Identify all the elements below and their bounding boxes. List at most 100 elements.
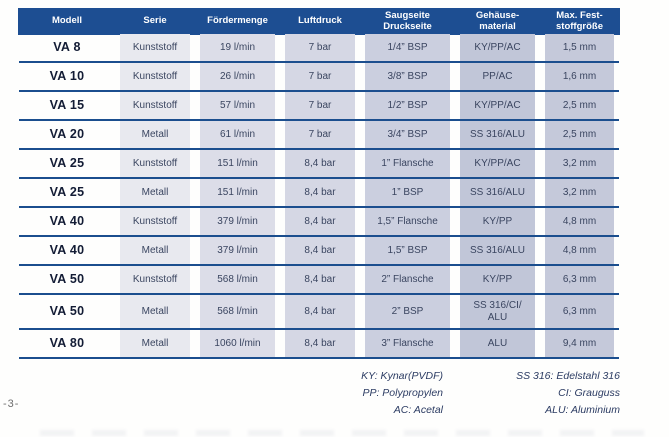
cell-luftdruck: 7 bar [280, 121, 360, 148]
cell-foerdermenge: 151 l/min [195, 150, 280, 177]
cell-material: KY/PP/AC [455, 92, 540, 119]
header-foerdermenge: Fördermenge [195, 9, 280, 34]
cell-foerdermenge: 379 l/min [195, 237, 280, 264]
cell-model: VA 50 [49, 304, 85, 319]
cell-anschluss: 3” Flansche [360, 330, 455, 357]
cell-serie: Kunststoff [115, 266, 195, 293]
cell-foerdermenge: 19 l/min [195, 34, 280, 61]
cell-luftdruck: 7 bar [280, 92, 360, 119]
cell-foerdermenge: 61 l/min [195, 121, 280, 148]
table-row: VA 50 Metall 568 l/min 8,4 bar 2” BSP SS… [19, 295, 619, 330]
cell-anschluss: 1,5” BSP [360, 237, 455, 264]
header-serie: Serie [115, 9, 195, 34]
cell-model: VA 8 [53, 40, 81, 55]
page-number: -3- [3, 398, 20, 410]
cell-feststoff: 6,3 mm [540, 266, 619, 293]
header-label: Max. Fest- [556, 10, 603, 22]
header-label: Gehäuse- [475, 10, 520, 22]
cell-material: SS 316/ALU [455, 237, 540, 264]
legend-entry: PP: Polypropylen [362, 387, 443, 399]
table-row: VA 50 Kunststoff 568 l/min 8,4 bar 2” Fl… [19, 266, 619, 295]
header-label: material [479, 20, 516, 32]
cell-serie: Metall [115, 330, 195, 357]
cell-material: SS 316/CI/ ALU [455, 295, 540, 328]
table-row: VA 80 Metall 1060 l/min 8,4 bar 3” Flans… [19, 330, 619, 359]
cell-model: VA 40 [49, 214, 85, 229]
header-modell: Modell [19, 9, 115, 34]
legend-entry: ALU: Aluminium [545, 404, 620, 416]
header-label: Modell [51, 15, 83, 27]
header-label: Luftdruck [298, 15, 342, 27]
cell-luftdruck: 8,4 bar [280, 295, 360, 328]
table-row: VA 8 Kunststoff 19 l/min 7 bar 1/4” BSP … [19, 34, 619, 63]
cell-anschluss: 2” Flansche [360, 266, 455, 293]
cell-model: VA 20 [49, 127, 85, 142]
cell-serie: Kunststoff [115, 34, 195, 61]
table-row: VA 15 Kunststoff 57 l/min 7 bar 1/2” BSP… [19, 92, 619, 121]
cell-foerdermenge: 568 l/min [195, 295, 280, 328]
cell-anschluss: 1/4” BSP [360, 34, 455, 61]
cell-material: KY/PP [455, 208, 540, 235]
cell-foerdermenge: 57 l/min [195, 92, 280, 119]
cell-material: SS 316/ALU [455, 179, 540, 206]
cell-foerdermenge: 568 l/min [195, 266, 280, 293]
header-label: stoffgröße [556, 20, 603, 32]
cell-model: VA 80 [49, 336, 85, 351]
cell-anschluss: 2” BSP [360, 295, 455, 328]
legend-entry: SS 316: Edelstahl 316 [516, 370, 620, 382]
cutoff-print-artifact [40, 430, 644, 436]
cell-foerdermenge: 151 l/min [195, 179, 280, 206]
table-row: VA 25 Kunststoff 151 l/min 8,4 bar 1” Fl… [19, 150, 619, 179]
cell-luftdruck: 8,4 bar [280, 150, 360, 177]
cell-serie: Metall [115, 121, 195, 148]
cell-feststoff: 3,2 mm [540, 150, 619, 177]
table-row: VA 20 Metall 61 l/min 7 bar 3/4” BSP SS … [19, 121, 619, 150]
header-saugseite-druckseite: Saugseite Druckseite [360, 9, 455, 34]
cell-model: VA 50 [49, 272, 85, 287]
cell-material: KY/PP/AC [455, 34, 540, 61]
table-row: VA 10 Kunststoff 26 l/min 7 bar 3/8” BSP… [19, 63, 619, 92]
cell-luftdruck: 7 bar [280, 34, 360, 61]
cell-material: SS 316/ALU [455, 121, 540, 148]
cell-model: VA 25 [49, 185, 85, 200]
cell-feststoff: 1,6 mm [540, 63, 619, 90]
table-header-row: Modell Serie Fördermenge Luftdruck Saugs… [19, 9, 619, 34]
cell-luftdruck: 8,4 bar [280, 266, 360, 293]
cell-luftdruck: 8,4 bar [280, 237, 360, 264]
legend-entry: AC: Acetal [393, 404, 443, 416]
cell-material: ALU [455, 330, 540, 357]
cell-foerdermenge: 26 l/min [195, 63, 280, 90]
cell-foerdermenge: 379 l/min [195, 208, 280, 235]
header-label: Saugseite [385, 10, 430, 22]
cell-feststoff: 1,5 mm [540, 34, 619, 61]
cell-anschluss: 1” BSP [360, 179, 455, 206]
cell-material: KY/PP [455, 266, 540, 293]
cell-anschluss: 3/8” BSP [360, 63, 455, 90]
cell-model: VA 10 [49, 69, 85, 84]
cell-serie: Metall [115, 179, 195, 206]
cell-luftdruck: 8,4 bar [280, 208, 360, 235]
cell-material: PP/AC [455, 63, 540, 90]
legend-entry: CI: Grauguss [558, 387, 620, 399]
cell-anschluss: 1,5” Flansche [360, 208, 455, 235]
cell-material: KY/PP/AC [455, 150, 540, 177]
header-max-feststoffgroesse: Max. Fest- stoffgröße [540, 9, 619, 34]
cell-anschluss: 1/2” BSP [360, 92, 455, 119]
cell-serie: Kunststoff [115, 92, 195, 119]
cell-serie: Metall [115, 295, 195, 328]
cell-feststoff: 4,8 mm [540, 208, 619, 235]
cell-feststoff: 2,5 mm [540, 121, 619, 148]
cell-feststoff: 6,3 mm [540, 295, 619, 328]
cell-feststoff: 4,8 mm [540, 237, 619, 264]
cell-serie: Metall [115, 237, 195, 264]
table-row: VA 40 Metall 379 l/min 8,4 bar 1,5” BSP … [19, 237, 619, 266]
cell-foerdermenge: 1060 l/min [195, 330, 280, 357]
legend-entry: KY: Kynar(PVDF) [361, 370, 443, 382]
cell-serie: Kunststoff [115, 208, 195, 235]
cell-serie: Kunststoff [115, 150, 195, 177]
cell-luftdruck: 8,4 bar [280, 179, 360, 206]
cell-model: VA 15 [49, 98, 85, 113]
cell-anschluss: 1” Flansche [360, 150, 455, 177]
cell-model: VA 25 [49, 156, 85, 171]
